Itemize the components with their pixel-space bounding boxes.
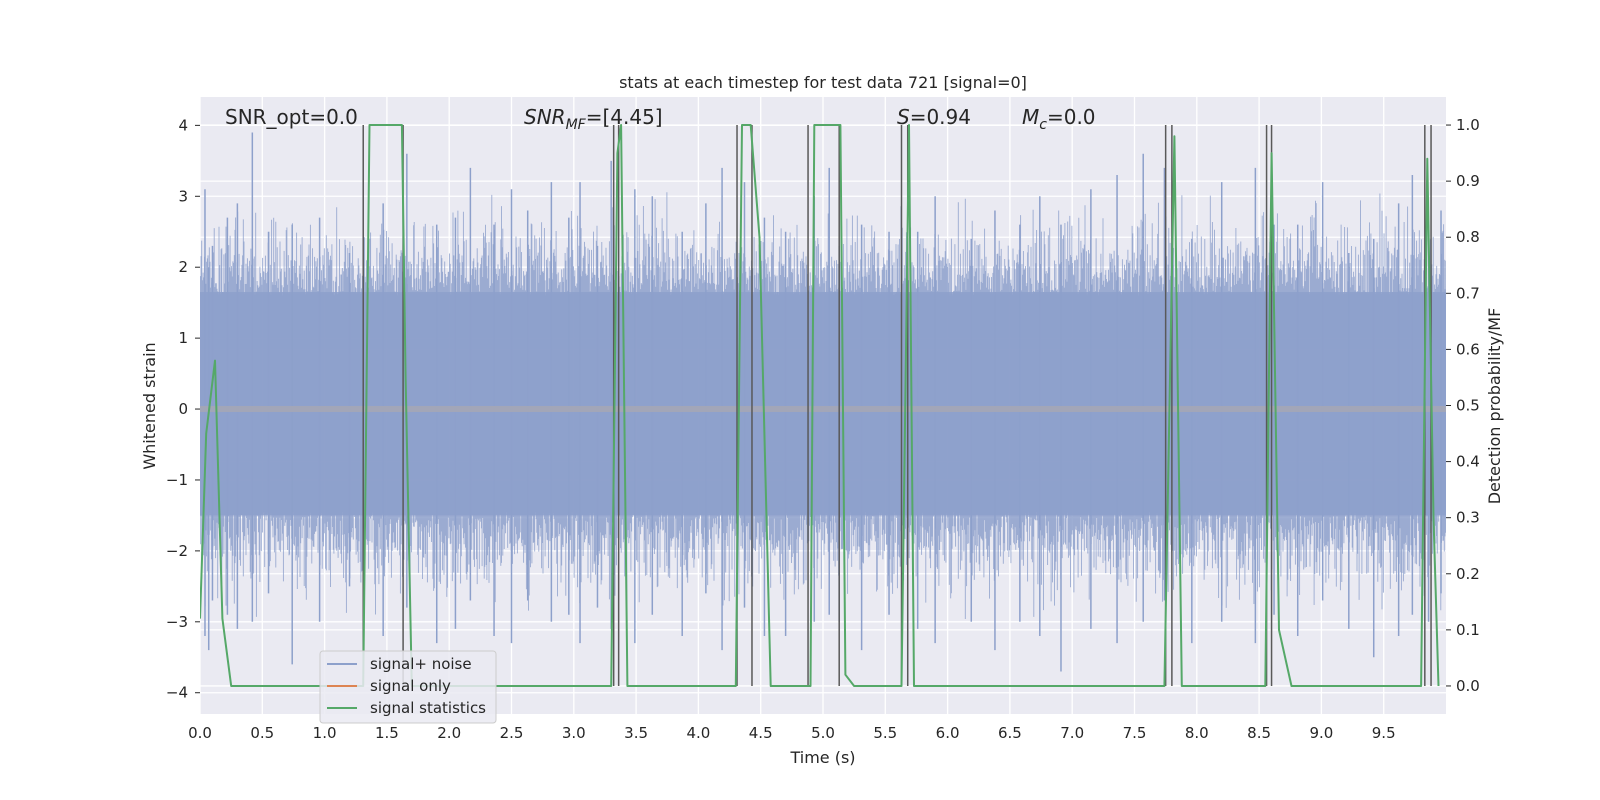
y2-tick-label: 1.0 — [1456, 116, 1480, 134]
s-symbol: S — [897, 105, 910, 129]
x-axis-ticks: 0.0 0.5 1.0 1.5 2.0 2.5 3.0 3.5 4.0 4.5 5.0 5.5 6.0 6… — [188, 724, 1396, 742]
x-tick-label: 9.0 — [1309, 724, 1333, 742]
legend-label-signal-noise: signal+ noise — [370, 655, 472, 673]
x-tick-label: 6.5 — [998, 724, 1022, 742]
y-axis-label: Whitened strain — [140, 342, 159, 469]
snr-mf-symbol: SNR — [524, 105, 566, 129]
y2-tick-label: 0.0 — [1456, 677, 1480, 695]
mc-subscript: c — [1039, 117, 1047, 133]
y-tick-label: 2 — [178, 258, 188, 276]
y-tick-label: −1 — [166, 471, 188, 489]
y-tick-label: −3 — [166, 613, 188, 631]
x-tick-label: 1.0 — [313, 724, 337, 742]
x-tick-label: 8.5 — [1247, 724, 1271, 742]
x-tick-label: 0.5 — [250, 724, 274, 742]
y-tick-label: 1 — [178, 329, 188, 347]
y-tick-label: 4 — [178, 116, 188, 134]
x-tick-label: 2.0 — [437, 724, 461, 742]
x-tick-label: 7.5 — [1123, 724, 1147, 742]
y2-tick-label: 0.1 — [1456, 621, 1480, 639]
snr-mf-value: =[4.45] — [586, 105, 663, 129]
x-tick-label: 4.0 — [686, 724, 710, 742]
annotation-s: S=0.94 — [897, 105, 971, 129]
x-tick-label: 2.5 — [500, 724, 524, 742]
x-tick-label: 5.5 — [873, 724, 897, 742]
annotation-snr-mf: SNRMF=[4.45] — [524, 105, 663, 133]
y2-tick-label: 0.3 — [1456, 509, 1480, 527]
series-signal-statistics — [200, 124, 1440, 687]
y-tick-label: −2 — [166, 542, 188, 560]
mc-symbol: M — [1022, 105, 1039, 129]
y-tick-label: 3 — [178, 187, 188, 205]
y2-axis-ticks: 1.0 0.9 0.8 0.7 0.6 0.5 0.4 0.3 0.2 0.1 0.0 — [1446, 116, 1480, 695]
x-tick-label: 7.0 — [1060, 724, 1084, 742]
y2-tick-label: 0.4 — [1456, 453, 1480, 471]
x-tick-label: 6.0 — [936, 724, 960, 742]
signal-statistics-line — [200, 124, 1440, 687]
annotation-mc: Mc=0.0 — [1022, 105, 1096, 133]
y2-tick-label: 0.8 — [1456, 228, 1480, 246]
x-tick-label: 8.0 — [1185, 724, 1209, 742]
y2-tick-label: 0.9 — [1456, 172, 1480, 190]
y-axis-ticks: 4 3 2 1 0 −1 −2 −3 −4 — [166, 116, 200, 702]
y2-tick-label: 0.2 — [1456, 565, 1480, 583]
y-tick-label: −4 — [166, 684, 188, 702]
x-tick-label: 1.5 — [375, 724, 399, 742]
legend-label-signal-statistics: signal statistics — [370, 699, 486, 717]
y-tick-label: 0 — [178, 400, 188, 418]
y2-tick-label: 0.7 — [1456, 284, 1480, 302]
legend-label-signal-only: signal only — [370, 677, 451, 695]
y2-tick-label: 0.6 — [1456, 340, 1480, 358]
x-tick-label: 0.0 — [188, 724, 212, 742]
x-tick-label: 3.0 — [562, 724, 586, 742]
mc-value: =0.0 — [1047, 105, 1096, 129]
y2-axis-label: Detection probability/MF — [1485, 308, 1504, 505]
y2-tick-label: 0.5 — [1456, 397, 1480, 415]
s-value: =0.94 — [910, 105, 971, 129]
annotation-snr-opt: SNR_opt=0.0 — [225, 105, 358, 129]
legend-box — [319, 650, 497, 724]
x-tick-label: 3.5 — [624, 724, 648, 742]
legend: signal+ noise signal only signal statist… — [319, 650, 497, 724]
x-tick-label: 4.5 — [749, 724, 773, 742]
x-axis-label: Time (s) — [789, 748, 855, 767]
x-tick-label: 5.0 — [811, 724, 835, 742]
chart-title: stats at each timestep for test data 721… — [619, 73, 1027, 92]
x-tick-label: 9.5 — [1372, 724, 1396, 742]
snr-mf-subscript: MF — [566, 117, 587, 133]
